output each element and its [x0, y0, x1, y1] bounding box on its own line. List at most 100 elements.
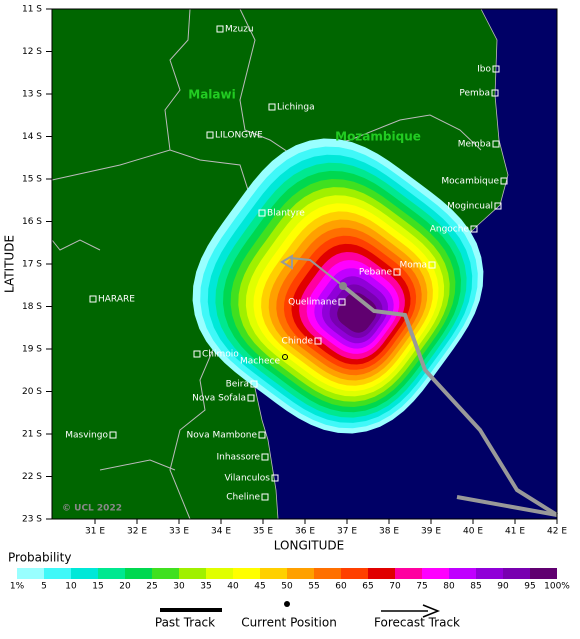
legend-label: 55	[308, 582, 319, 592]
legend-label: 45	[254, 582, 265, 592]
country-label: Mozambique	[335, 130, 421, 144]
legend-title: Probability	[8, 551, 71, 565]
legend-label: 40	[227, 582, 239, 592]
legend-label: 5	[41, 582, 47, 592]
legend-label: 65	[362, 582, 373, 592]
legend-label: 75	[416, 582, 427, 592]
place-label: Blantyre	[267, 209, 305, 219]
legend-label: 25	[146, 582, 157, 592]
x-axis-label: LONGITUDE	[274, 539, 344, 553]
place-label: Mzuzu	[225, 25, 254, 35]
place-marker	[271, 474, 279, 482]
legend-swatch	[341, 568, 368, 579]
legend-label: 60	[335, 582, 347, 592]
place-marker	[393, 268, 401, 276]
legend-swatch	[260, 568, 287, 579]
past-track	[289, 257, 344, 287]
legend-swatch	[395, 568, 422, 579]
place-marker	[338, 298, 346, 306]
place-marker	[109, 431, 117, 439]
place-label: Nova Sofala	[192, 394, 246, 404]
place-label: Masvingo	[65, 431, 108, 441]
legend-swatch	[71, 568, 98, 579]
legend-swatch	[422, 568, 449, 579]
legend-label: Current Position	[241, 616, 337, 630]
legend-swatch	[314, 568, 341, 579]
lon-tick-label: 31 E	[85, 527, 105, 537]
legend-label: 30	[173, 582, 185, 592]
place-marker	[500, 177, 508, 185]
legend-swatch	[368, 568, 395, 579]
lat-tick-label: 11 S	[22, 5, 42, 15]
place-label: LILONGWE	[215, 131, 263, 141]
legend-label: 90	[497, 582, 509, 592]
place-label: HARARE	[98, 295, 135, 305]
place-label: Pemba	[459, 89, 490, 99]
place-label: Machece	[240, 357, 280, 367]
place-label: Ibo	[477, 65, 491, 75]
place-marker	[491, 89, 499, 97]
place-label: Lichinga	[277, 103, 315, 113]
lat-tick-label: 17 S	[22, 260, 42, 270]
legend-label: 15	[92, 582, 103, 592]
current-position-key	[284, 601, 290, 607]
track-arrow	[280, 254, 293, 270]
legend-swatch	[233, 568, 260, 579]
legend-swatch	[125, 568, 152, 579]
legend-label: 1%	[10, 582, 25, 592]
forecast-track	[341, 284, 559, 517]
lat-tick-label: 23 S	[22, 515, 42, 525]
lat-tick-label: 18 S	[22, 302, 42, 312]
tracks	[280, 254, 559, 517]
place-label: Inhassore	[216, 453, 260, 463]
place-marker	[492, 65, 500, 73]
place-marker	[216, 25, 224, 33]
lat-tick-label: 16 S	[22, 217, 42, 227]
place-label: Angoche	[430, 225, 470, 235]
place-label: Quelimane	[288, 298, 337, 308]
place-marker	[89, 295, 97, 303]
y-axis-label: LATITUDE	[3, 235, 17, 293]
legend-label: 20	[119, 582, 131, 592]
lon-tick-label: 35 E	[253, 527, 273, 537]
place-marker	[428, 261, 436, 269]
place-marker	[261, 453, 269, 461]
lat-tick-label: 20 S	[22, 387, 42, 397]
place-label: Chinde	[282, 337, 314, 347]
lon-tick-label: 42 E	[547, 527, 567, 537]
legend-label: 70	[389, 582, 401, 592]
place-marker	[268, 103, 276, 111]
place-label: Moma	[399, 261, 427, 271]
place-marker	[258, 431, 266, 439]
place-marker	[282, 354, 288, 360]
probability-band	[337, 292, 377, 333]
place-marker	[470, 225, 478, 233]
forecast-track	[456, 495, 558, 517]
lat-tick-label: 15 S	[22, 175, 42, 185]
place-label: Vilanculos	[224, 474, 270, 484]
lat-tick-label: 12 S	[22, 47, 42, 57]
lon-tick-label: 40 E	[463, 527, 483, 537]
legend-label: 50	[281, 582, 293, 592]
legend-label: 85	[470, 582, 481, 592]
legend-swatch	[530, 568, 557, 579]
legend-swatch	[179, 568, 206, 579]
place-marker	[492, 140, 500, 148]
legend-label: 35	[200, 582, 211, 592]
lon-tick-label: 33 E	[169, 527, 189, 537]
lat-tick-label: 13 S	[22, 90, 42, 100]
legend-label: 10	[65, 582, 77, 592]
legend-swatch	[206, 568, 233, 579]
legend-swatch	[44, 568, 71, 579]
lon-tick-label: 34 E	[211, 527, 231, 537]
place-label: Pebane	[359, 268, 393, 278]
legend-label: Past Track	[155, 616, 215, 630]
lon-tick-label: 41 E	[505, 527, 525, 537]
lat-tick-label: 19 S	[22, 345, 42, 355]
place-label: Chimoio	[202, 350, 239, 360]
legend-swatch	[152, 568, 179, 579]
place-marker	[250, 380, 258, 388]
place-label: Mogincual	[447, 202, 493, 212]
place-label: Nova Mambone	[187, 431, 258, 441]
